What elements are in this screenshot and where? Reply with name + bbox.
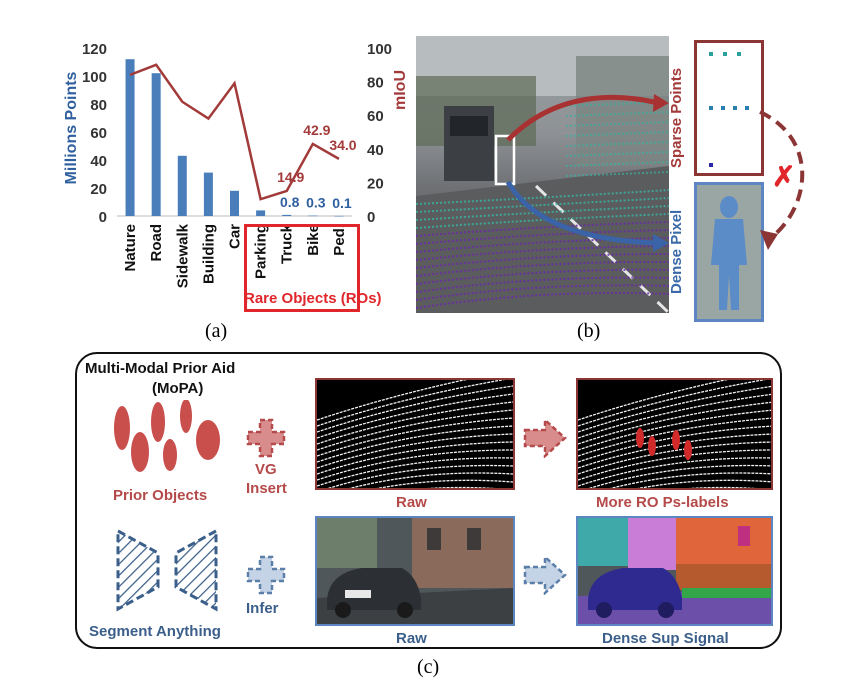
- bar: [203, 172, 213, 216]
- y2-tick-label: 60: [367, 108, 384, 125]
- rare-objects-box: [244, 224, 360, 312]
- x-tick-label: Nature: [122, 224, 139, 272]
- x-tick-label: Ped.: [331, 224, 348, 256]
- dashed-return-arrow: [759, 110, 805, 250]
- prior-objects-pointclouds: [114, 400, 220, 472]
- raw-camera-image: [315, 516, 515, 626]
- y-axis-label: Millions Points: [63, 71, 80, 184]
- dense-sup-image: [576, 516, 773, 626]
- line-data-label: 34.0: [329, 137, 356, 153]
- mopa-panel: [75, 352, 782, 649]
- y-tick-label: 40: [90, 153, 107, 170]
- line-data-label: 42.9: [303, 122, 330, 138]
- bar-data-label: 0.3: [306, 195, 326, 211]
- mopa-title-line1: Multi-Modal Prior Aid: [85, 360, 236, 377]
- y-tick-label: 20: [90, 181, 107, 198]
- bar: [256, 210, 266, 216]
- bar: [282, 214, 292, 216]
- prior-objects-label: Prior Objects: [113, 487, 208, 504]
- more-ro-label: More RO Ps-labels: [596, 494, 729, 511]
- dense-sup-label: Dense Sup Signal: [602, 630, 729, 647]
- vg-insert-line1: VG: [255, 461, 277, 478]
- bar-data-label: 0.8: [280, 194, 300, 210]
- plus-icon-blue: [246, 555, 286, 595]
- y2-tick-label: 40: [367, 142, 384, 159]
- cross-icon: ✗: [772, 161, 796, 192]
- y2-tick-label: 80: [367, 75, 384, 92]
- raw-label-bottom: Raw: [396, 630, 427, 647]
- infer-label: Infer: [246, 600, 279, 617]
- x-tick-label: Car: [227, 224, 244, 249]
- y-tick-label: 0: [99, 209, 107, 226]
- rare-objects-label: Rare Objects (ROs): [244, 290, 382, 307]
- y-tick-label: 80: [90, 97, 107, 114]
- x-tick-label: Parking: [253, 224, 270, 279]
- miou-line: [129, 63, 340, 201]
- bar: [177, 155, 187, 216]
- bar: [308, 215, 318, 217]
- line-data-label: 14.9: [277, 169, 304, 185]
- segment-anything-label: Segment Anything: [89, 623, 221, 640]
- y-tick-label: 120: [82, 41, 107, 58]
- raw-lidar-image: [315, 378, 515, 490]
- arrow-right-red: [523, 418, 567, 458]
- bar: [334, 215, 344, 217]
- dense-pixel-box: [694, 182, 764, 322]
- y-tick-label: 100: [82, 69, 107, 86]
- segment-anything-icon: [116, 528, 218, 612]
- y-tick-label: 60: [90, 125, 107, 142]
- bar-data-label: 0.1: [332, 195, 352, 211]
- caption-a: (a): [205, 320, 228, 342]
- lidar-street-photo: [416, 36, 669, 313]
- y2-tick-label: 100: [367, 41, 392, 58]
- caption-c: (c): [417, 656, 440, 678]
- more-ro-image: [576, 378, 773, 490]
- dense-pixel-label: Dense Pixel: [668, 209, 685, 294]
- arrow-right-blue: [523, 555, 567, 595]
- sparse-points-label: Sparse Points: [668, 67, 685, 168]
- bar: [125, 59, 135, 217]
- mopa-title-line2: (MoPA): [152, 380, 204, 397]
- bar: [151, 73, 161, 216]
- x-tick-label: Truck: [279, 223, 296, 264]
- x-tick-label: Sidewalk: [174, 223, 191, 288]
- vg-insert-line2: Insert: [246, 480, 287, 497]
- x-tick-label: Bike: [305, 224, 322, 256]
- raw-label-top: Raw: [396, 494, 427, 511]
- sparse-points-box: [694, 40, 764, 176]
- y2-axis-label: mIoU: [392, 70, 409, 110]
- plus-icon-red: [246, 418, 286, 458]
- x-tick-label: Road: [148, 224, 165, 262]
- x-tick-label: Building: [200, 224, 217, 284]
- bar: [230, 190, 239, 216]
- y2-tick-label: 0: [367, 209, 375, 226]
- y2-tick-label: 20: [367, 175, 384, 192]
- caption-b: (b): [577, 320, 601, 342]
